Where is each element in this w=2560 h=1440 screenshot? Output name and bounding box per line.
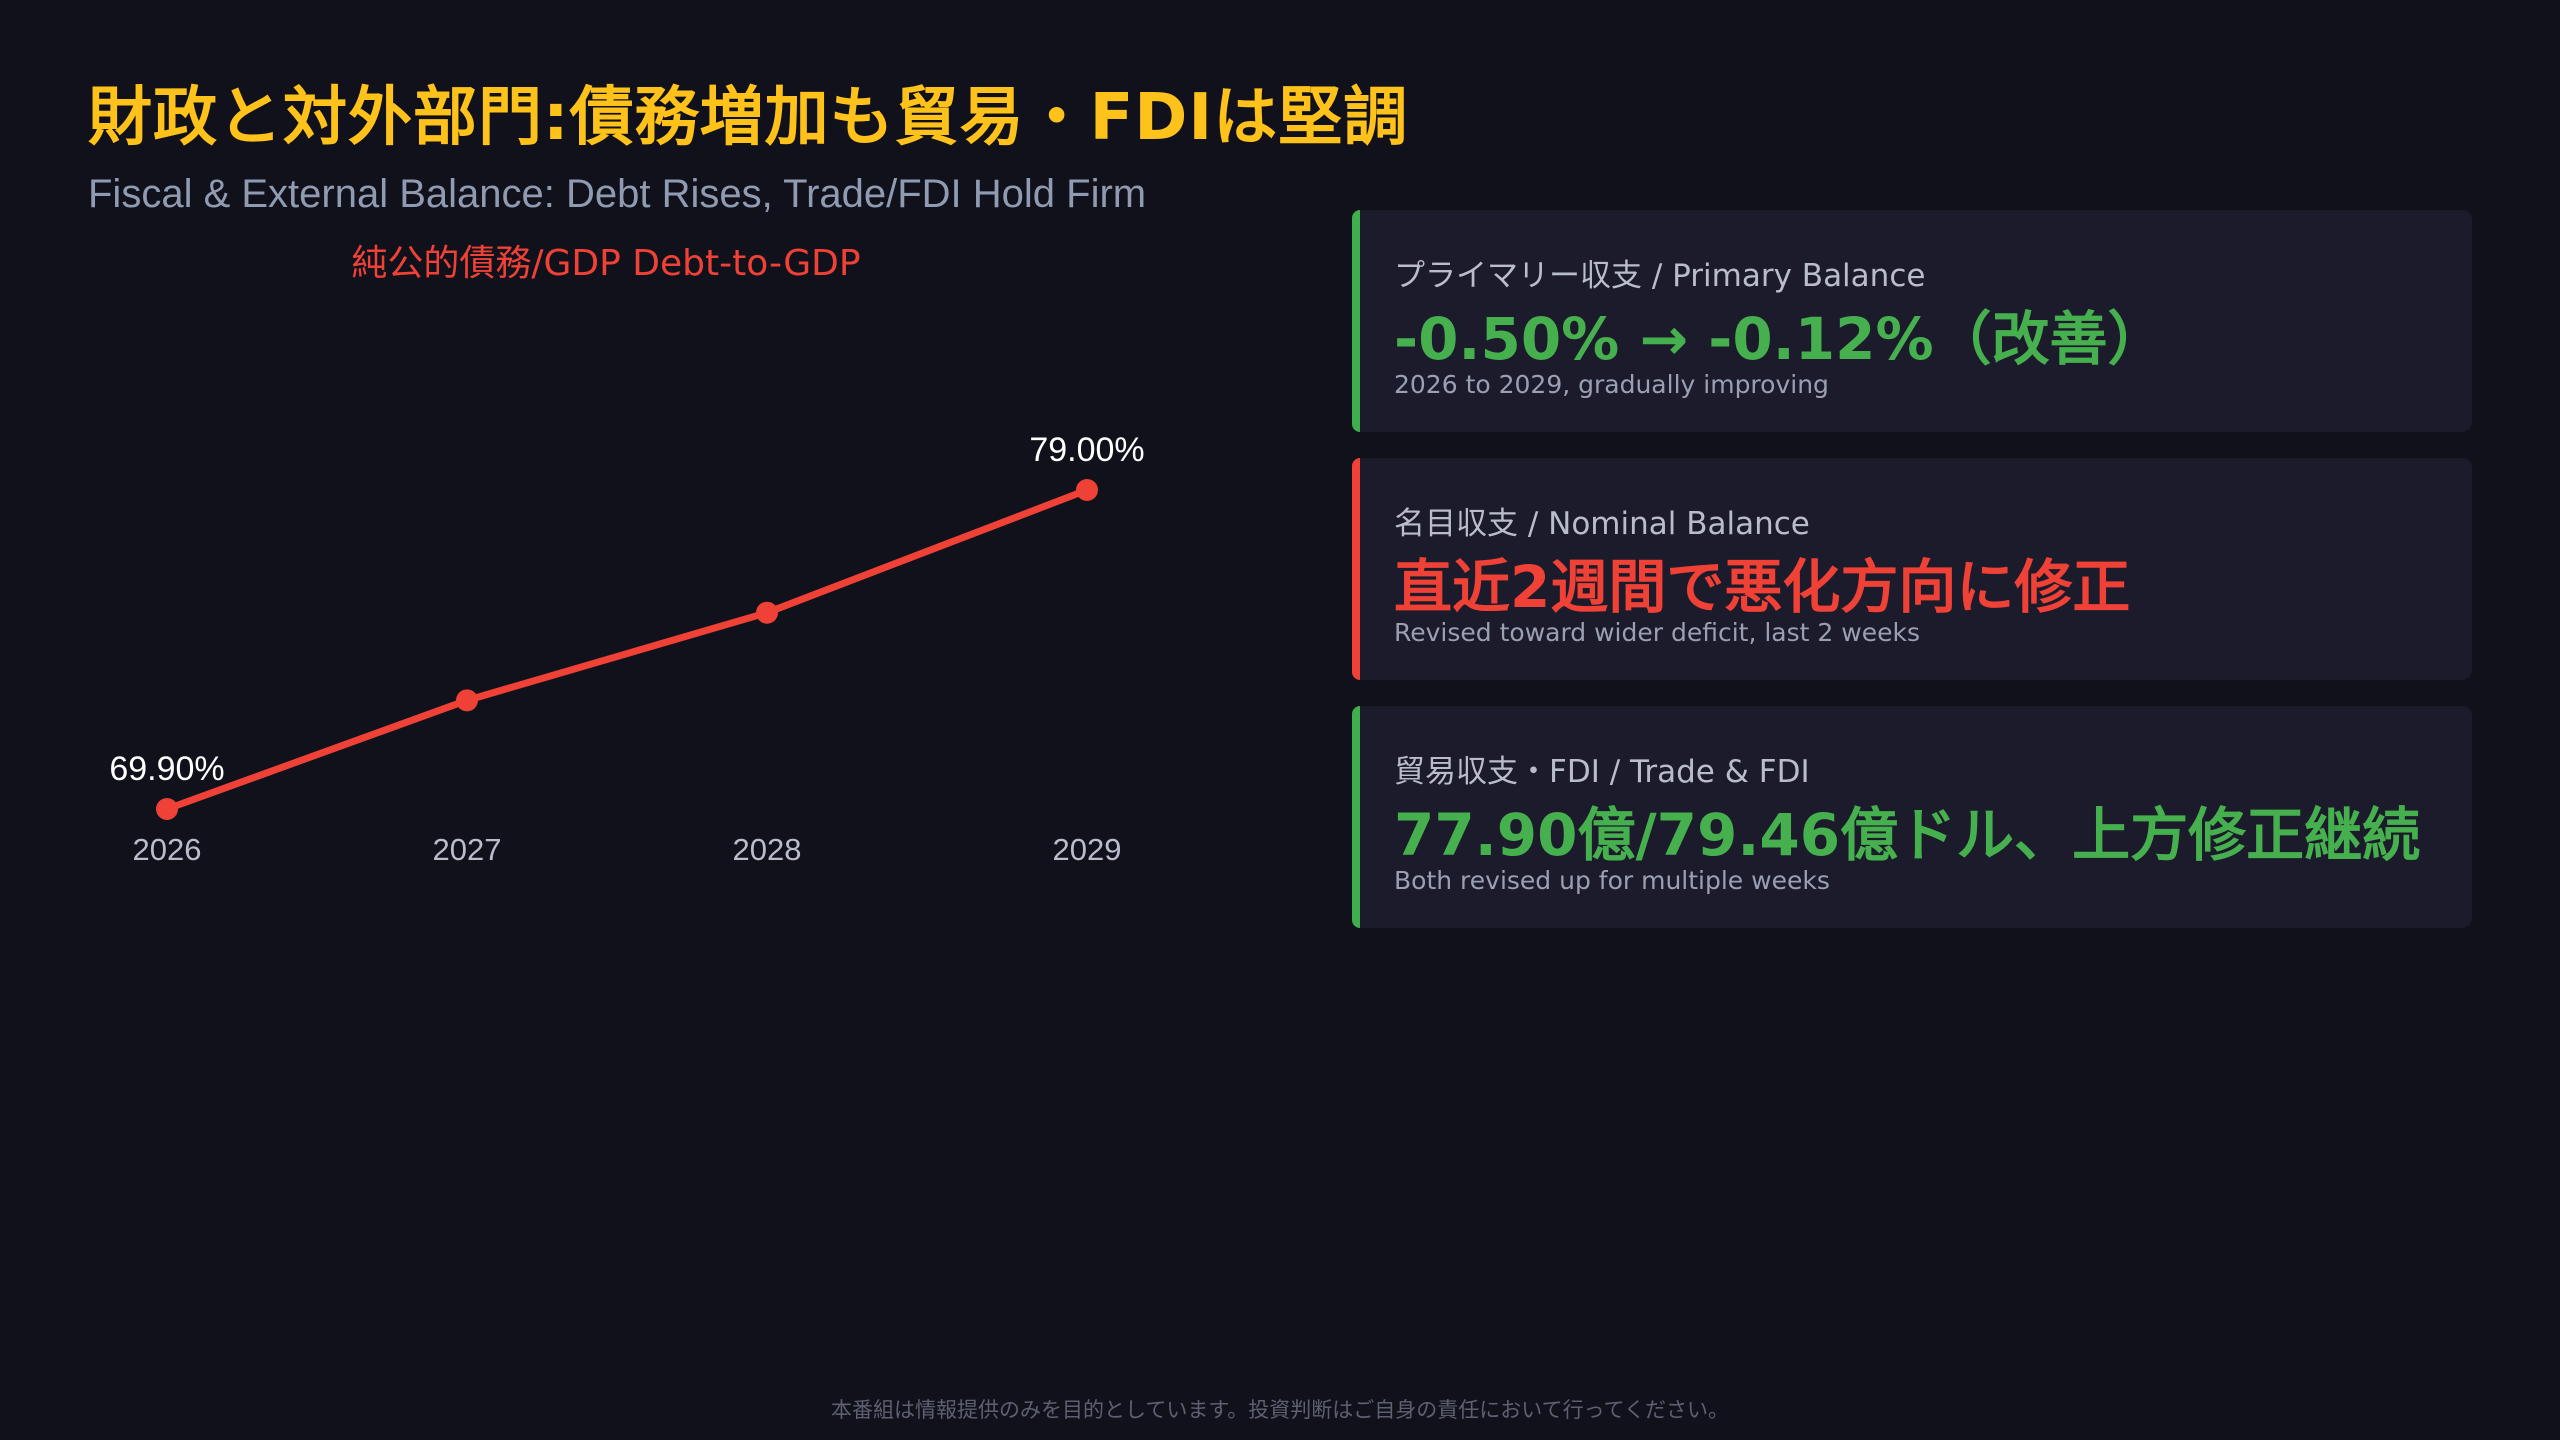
data-point-2028 xyxy=(756,601,778,624)
trade-fdi-value: 77.90億/79.46億ドル、上方修正継続 xyxy=(1394,801,2421,869)
primary-balance-label: プライマリー収支 / Primary Balance xyxy=(1394,258,1926,294)
data-label: 69.90% xyxy=(109,750,224,788)
x-tick-label: 2029 xyxy=(1053,832,1122,867)
data-point-2026 xyxy=(156,798,178,820)
nominal-balance-card: 名目収支 / Nominal Balance 直近2週間で悪化方向に修正 Rev… xyxy=(1352,458,2472,680)
nominal-balance-label: 名目収支 / Nominal Balance xyxy=(1394,506,1810,542)
debt-to-gdp-chart: 2026 2027 2028 2029 69.90% 79.00% xyxy=(109,431,1144,867)
data-label: 79.00% xyxy=(1029,431,1144,469)
footer-disclaimer: 本番組は情報提供のみを目的としています。投資判断はご自身の責任において行ってくだ… xyxy=(831,1398,1729,1422)
x-tick-label: 2026 xyxy=(133,832,202,867)
page-title: 財政と対外部門:債務増加も貿易・FDIは堅調 xyxy=(88,81,1409,155)
trade-fdi-label: 貿易収支・FDI / Trade & FDI xyxy=(1394,754,1810,790)
primary-balance-value: -0.50% → -0.12%（改善） xyxy=(1394,305,2166,373)
x-tick-label: 2027 xyxy=(433,832,502,867)
data-point-2027 xyxy=(456,689,478,712)
nominal-balance-value: 直近2週間で悪化方向に修正 xyxy=(1394,553,2131,621)
page-subtitle: Fiscal & External Balance: Debt Rises, T… xyxy=(88,172,1147,216)
nominal-balance-note: Revised toward wider deficit, last 2 wee… xyxy=(1394,618,1920,647)
primary-balance-note: 2026 to 2029, gradually improving xyxy=(1394,370,1829,399)
series-line xyxy=(163,486,1091,813)
x-tick-label: 2028 xyxy=(733,832,802,867)
trade-fdi-card: 貿易収支・FDI / Trade & FDI 77.90億/79.46億ドル、上… xyxy=(1352,706,2472,928)
primary-balance-card: プライマリー収支 / Primary Balance -0.50% → -0.1… xyxy=(1352,210,2472,432)
chart-title: 純公的債務/GDP Debt-to-GDP xyxy=(351,243,861,284)
data-point-2029 xyxy=(1076,479,1098,501)
trade-fdi-note: Both revised up for multiple weeks xyxy=(1394,866,1830,895)
